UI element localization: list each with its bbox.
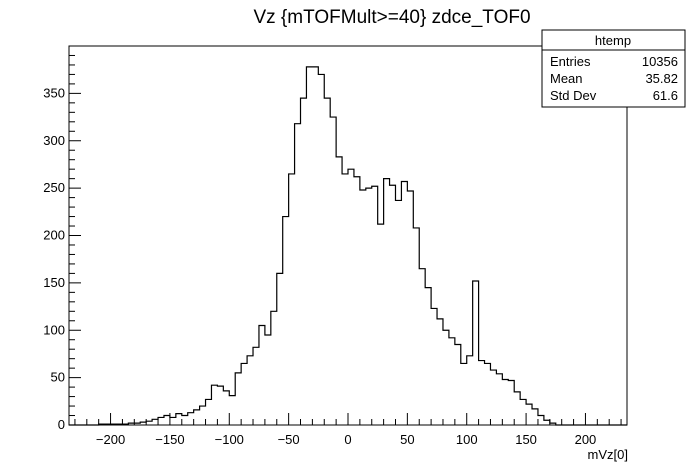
stats-box: htemp Entries 10356 Mean 35.82 Std Dev 6… [541, 29, 686, 108]
stats-stddev-value: 61.6 [653, 88, 678, 103]
y-tick-label: 50 [51, 370, 65, 385]
x-tick-label: −200 [96, 432, 125, 447]
x-tick-label: 150 [515, 432, 537, 447]
x-tick-label: 100 [456, 432, 478, 447]
x-tick-label: 0 [344, 432, 351, 447]
stats-entries-value: 10356 [642, 54, 678, 69]
y-tick-label: 250 [43, 180, 65, 195]
y-tick-label: 150 [43, 275, 65, 290]
y-tick-label: 300 [43, 133, 65, 148]
y-tick-label: 0 [58, 417, 65, 432]
y-tick-label: 100 [43, 322, 65, 337]
plot-frame [68, 45, 628, 426]
stats-box-title: htemp [595, 33, 631, 48]
y-tick-label: 350 [43, 85, 65, 100]
histogram-series-line [69, 66, 627, 426]
y-tick-label: 200 [43, 228, 65, 243]
x-tick-label: −150 [155, 432, 184, 447]
axis-ticks [69, 45, 622, 426]
x-tick-label: −100 [215, 432, 244, 447]
x-tick-label: 200 [575, 432, 597, 447]
chart-title: Vz {mTOFMult>=40} zdce_TOF0 [253, 7, 530, 28]
stats-mean-label: Mean [550, 71, 583, 86]
stats-mean-value: 35.82 [645, 71, 678, 86]
x-axis-label: mVz[0] [588, 447, 628, 462]
tick-labels: −200 −150 −100 −50 0 50 100 150 200 0 50 100 150 200 2… [43, 85, 596, 447]
stats-entries-label: Entries [550, 54, 591, 69]
x-tick-label: −50 [278, 432, 300, 447]
stats-stddev-label: Std Dev [550, 88, 597, 103]
x-tick-label: 50 [400, 432, 414, 447]
